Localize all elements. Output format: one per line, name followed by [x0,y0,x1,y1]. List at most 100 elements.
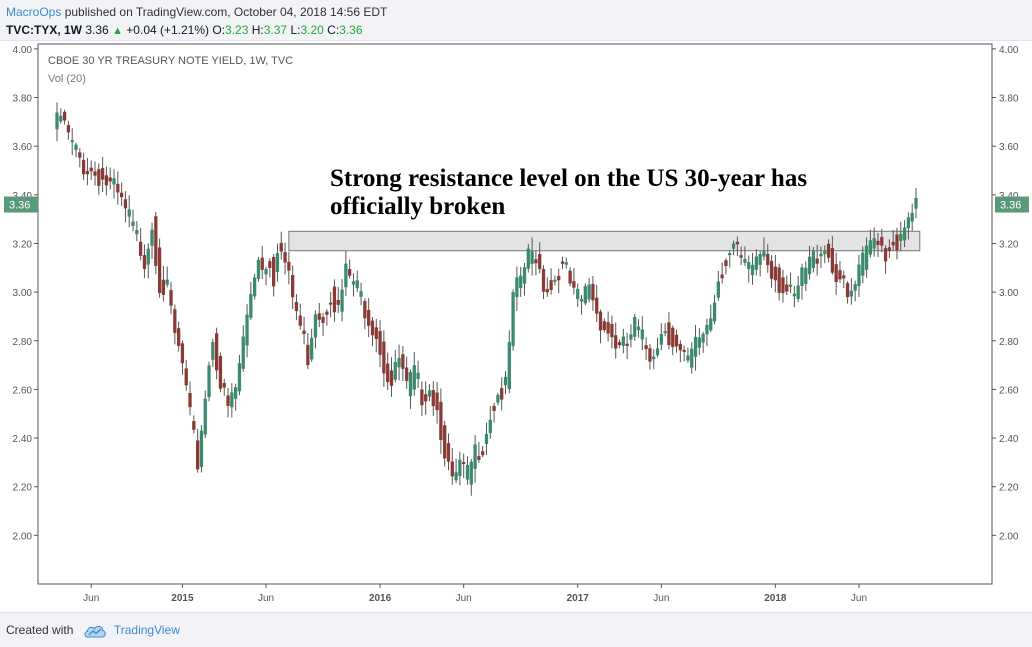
y-tick-label-right: 3.20 [999,239,1019,250]
candle [359,282,363,306]
candle [176,321,181,352]
candle [74,142,78,158]
candle [872,227,876,257]
candle [739,246,743,266]
candle [59,108,63,124]
candle [317,302,321,327]
candle [648,344,652,370]
candle [62,109,67,125]
y-tick-label-left: 3.20 [13,239,33,250]
candle [712,294,717,325]
candle [340,279,344,322]
candle [154,211,158,275]
candle [222,378,226,396]
candle [686,347,690,363]
candle [496,392,500,406]
candle [405,356,409,389]
candle [693,325,698,371]
candle [602,318,606,333]
last-price-tag-left-text: 3.36 [9,200,30,212]
candle [598,309,603,344]
y-tick-label-right: 3.80 [999,94,1019,105]
candle [819,246,823,268]
x-tick-label: 2018 [764,593,787,604]
candle [674,329,679,353]
candle [811,247,816,273]
candle [553,275,557,286]
candle [214,327,219,380]
candle [883,245,888,274]
candle [465,456,470,485]
candle [332,279,337,322]
candle [108,167,112,190]
candle [747,255,751,283]
candle [378,320,382,368]
candle [895,227,899,260]
candle [754,249,758,276]
y-tick-label-right: 2.80 [999,337,1019,348]
tradingview-link[interactable]: TradingView [113,623,180,637]
candle [484,422,489,455]
candle [131,209,135,232]
candle [367,298,371,338]
resistance-zone [288,230,921,252]
candle [443,420,447,467]
candle [382,330,386,387]
candle [849,278,854,305]
candle [724,258,728,275]
candle [750,252,755,285]
candle [845,281,850,304]
candle [678,340,682,363]
candle [887,239,892,259]
candle [424,381,428,415]
candle [458,451,462,486]
candle [241,325,245,372]
price-chart[interactable]: 4.00 4.00 3.80 3.80 3.60 3.60 3.40 3.40 3.20 3.20… [0,40,1032,612]
candle [70,128,74,156]
candle [294,294,299,321]
candle [306,333,310,370]
candle [788,272,793,294]
y-tick-label-right: 2.20 [999,483,1019,494]
y-tick-label-right: 2.00 [999,531,1019,542]
candle [705,318,709,347]
candle [329,291,333,318]
candle [260,245,264,280]
candle [507,330,511,394]
candle [545,277,549,297]
candle [446,433,451,471]
candle [374,318,378,353]
candle [287,251,291,285]
created-with-text: Created with [6,623,74,637]
y-tick-label-right: 2.40 [999,434,1019,445]
candle [450,447,454,485]
candle [868,229,873,258]
candle [245,304,249,358]
candle [792,285,796,308]
candle [522,263,527,296]
candle [777,263,781,301]
y-tick-label-left: 4.00 [13,45,33,56]
candle [857,254,861,297]
candle [728,250,732,268]
candle [492,402,496,423]
candle [264,266,268,286]
candle [237,354,242,396]
candle [85,157,90,186]
candle [150,222,154,259]
author-link[interactable]: MacroOps [6,5,62,19]
candle [344,250,348,296]
candle [416,360,420,388]
candle [541,265,546,300]
candle [351,273,356,297]
candle [123,191,128,223]
candle [180,340,185,375]
candle [268,258,272,278]
y-tick-label-right: 2.60 [999,385,1019,396]
candle [302,316,306,345]
x-tick-label: 2015 [171,593,194,604]
candle [184,359,188,391]
x-tick-label: Jun [851,593,867,604]
candle [576,283,580,307]
candle [655,337,660,358]
